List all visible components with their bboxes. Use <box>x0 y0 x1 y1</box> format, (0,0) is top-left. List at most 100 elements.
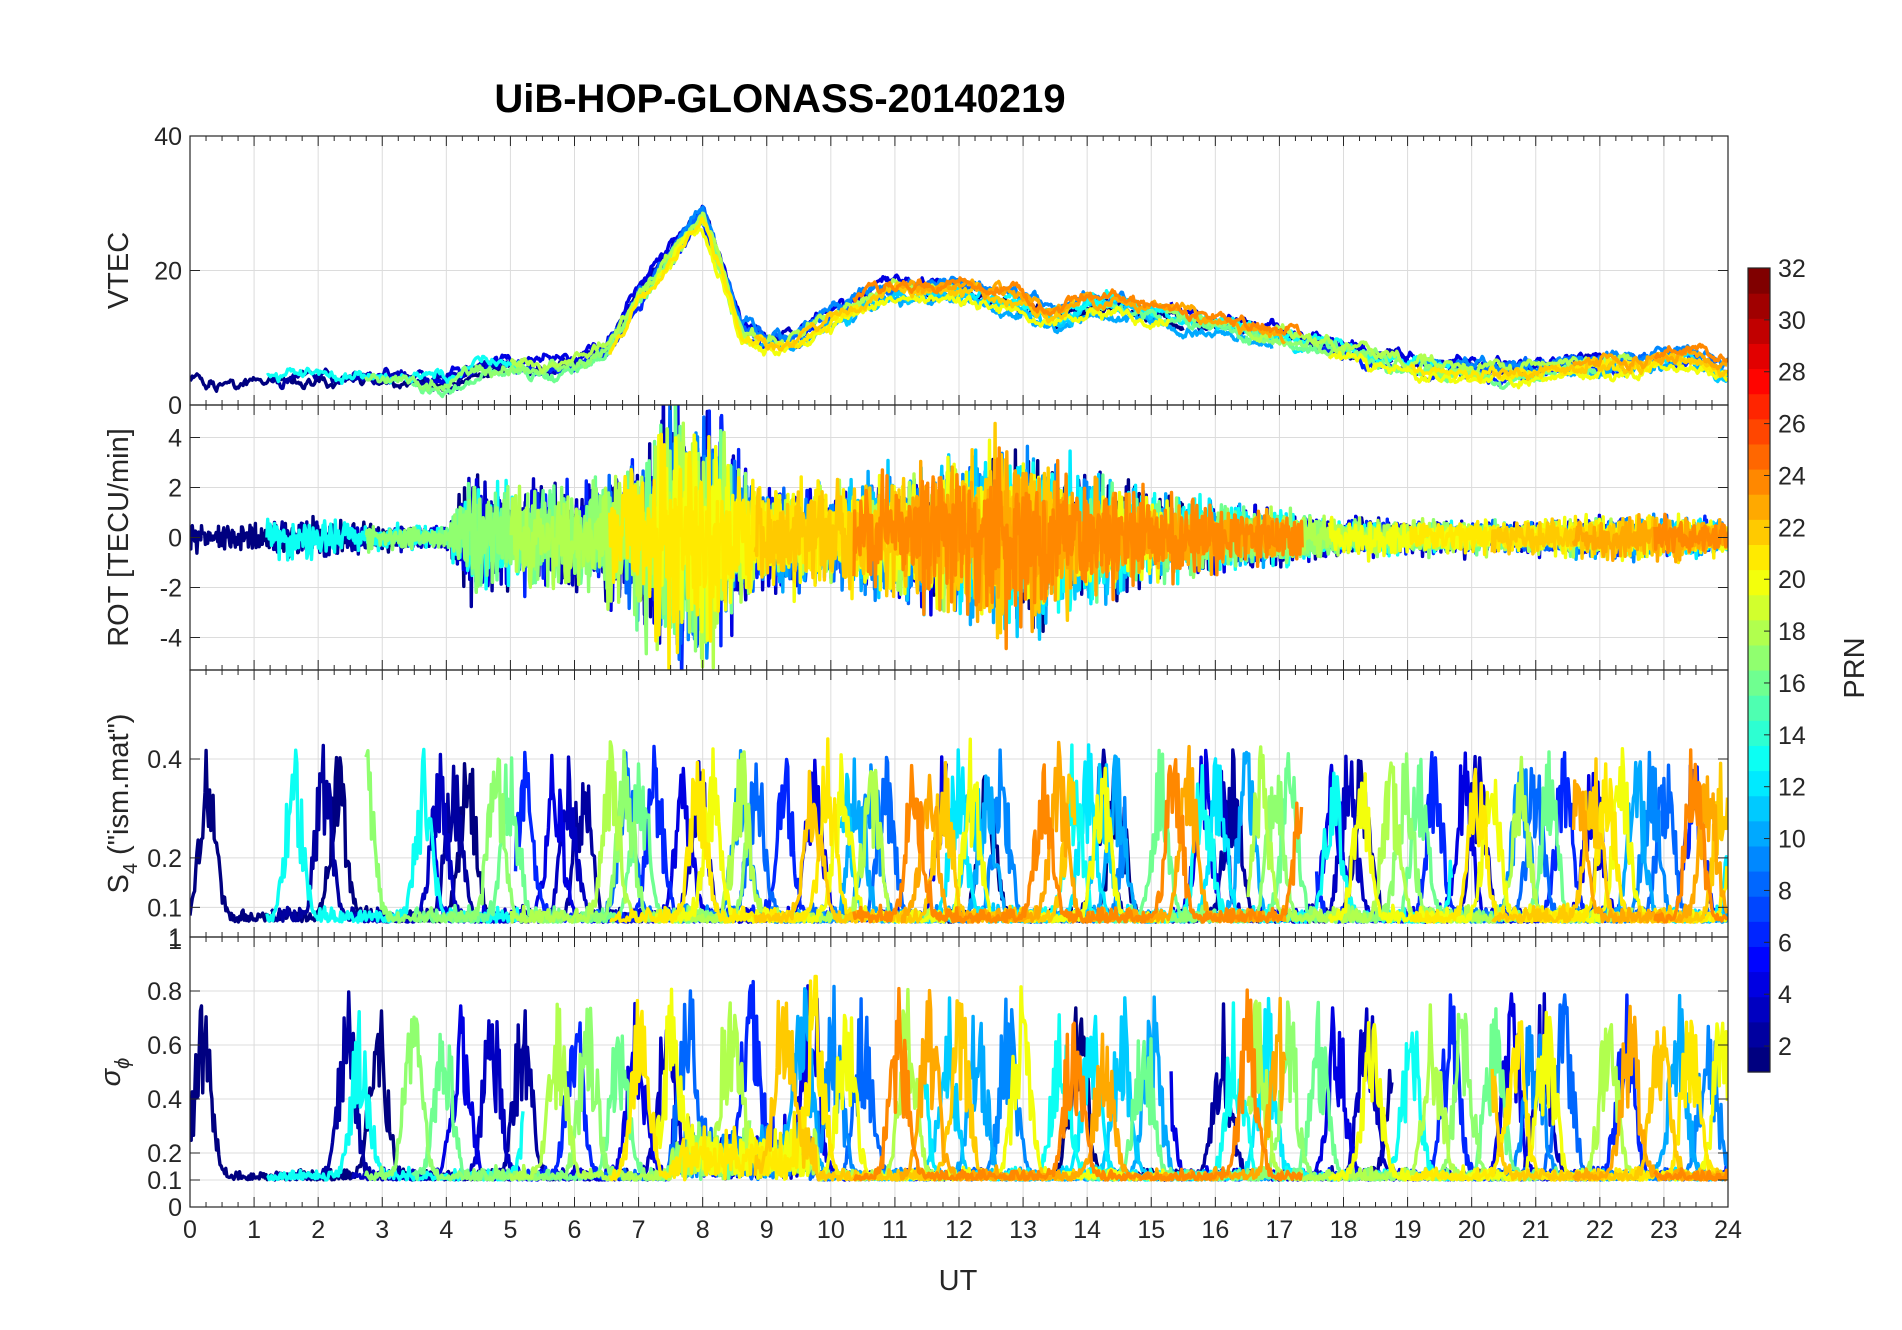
x-tick-label: 21 <box>1522 1216 1550 1244</box>
series-prn-2-pass-1 <box>269 743 658 924</box>
y-tick-label: 0.1 <box>147 894 182 922</box>
y-tick-label: 0.4 <box>147 746 182 774</box>
colorbar-tick-label: 4 <box>1778 981 1792 1009</box>
colorbar-segment <box>1748 494 1770 520</box>
colorbar-segment <box>1748 393 1770 420</box>
series-prn-20-pass-1 <box>1327 350 1728 390</box>
colorbar-segment <box>1748 594 1770 621</box>
x-tick-label: 24 <box>1714 1216 1742 1244</box>
x-tick-label: 22 <box>1586 1216 1614 1244</box>
chart-title: UiB-HOP-GLONASS-20140219 <box>494 77 1065 121</box>
panel-vtec: 0 20 40 VTEC <box>103 123 1729 420</box>
colorbar-segment <box>1748 745 1770 772</box>
x-tick-label: 14 <box>1073 1216 1101 1244</box>
x-tick-label: 9 <box>760 1216 774 1244</box>
y-tick-label: 0.2 <box>147 845 182 873</box>
series-prn-24-pass-1 <box>1653 342 1728 364</box>
y-axis-label: S4 ("ism.mat") <box>103 714 142 894</box>
x-axis-label: UT <box>939 1265 978 1297</box>
series-prn-22-pass-1 <box>1491 351 1728 382</box>
x-tick-label: 20 <box>1458 1216 1486 1244</box>
colorbar-segment <box>1748 695 1770 721</box>
y-tick-label: 4 <box>168 425 182 453</box>
colorbar-segment <box>1748 1021 1770 1048</box>
series-prn-24-pass-2 <box>852 446 1304 651</box>
series-prn-23-pass-1 <box>1571 775 1728 924</box>
colorbar-segment <box>1748 318 1770 344</box>
colorbar-tick-label: 10 <box>1778 826 1806 854</box>
overlap-tick-label: 1 <box>168 927 182 955</box>
colorbar-segment <box>1748 644 1770 671</box>
panel-s4: 0.1 0.2 0.4S4 ("ism.mat") <box>103 669 1729 938</box>
colorbar-tick-label: 6 <box>1778 929 1792 957</box>
series-prn-24-pass-2 <box>852 276 1303 337</box>
y-tick-label: 0 <box>168 392 182 420</box>
series-prn-23-pass-2 <box>899 278 1287 345</box>
series-group <box>190 974 1728 1182</box>
y-tick-label: 2 <box>168 475 182 503</box>
series-prn-18-pass-1 <box>1246 323 1634 376</box>
colorbar-tick-label: 12 <box>1778 774 1806 802</box>
panel-rot: -4 -2 0 2 4 ROT [TECU/min] <box>103 404 1729 671</box>
colorbar-segment <box>1748 443 1770 470</box>
colorbar-tick-label: 30 <box>1778 307 1806 335</box>
x-axis: 0 1 2 3 4 5 6 7 8 9 10 11 12 13 14 15 16 17 18 19 20 21 22 23 24 <box>183 1216 1742 1244</box>
colorbar-label: PRN <box>1839 637 1871 698</box>
colorbar-segment <box>1748 946 1770 973</box>
x-tick-label: 3 <box>375 1216 389 1244</box>
x-tick-label: 6 <box>568 1216 582 1244</box>
x-tick-label: 18 <box>1330 1216 1358 1244</box>
colorbar-segment <box>1748 343 1770 370</box>
colorbar-segment <box>1748 293 1770 319</box>
colorbar-tick-label: 20 <box>1778 566 1806 594</box>
colorbar-tick-label: 26 <box>1778 411 1806 439</box>
colorbar-tick-label: 2 <box>1778 1033 1792 1061</box>
x-tick-label: 7 <box>632 1216 646 1244</box>
x-tick-label: 15 <box>1137 1216 1165 1244</box>
colorbar-tick-label: 24 <box>1778 462 1806 490</box>
colorbar-segment <box>1748 569 1770 596</box>
series-prn-24-pass-2 <box>852 758 1304 924</box>
series-prn-24-pass-1 <box>1653 1167 1728 1182</box>
colorbar-segment <box>1748 670 1770 696</box>
series-prn-22-pass-2 <box>753 281 1076 352</box>
x-tick-label: 8 <box>696 1216 710 1244</box>
colorbar-segment <box>1748 519 1770 545</box>
y-tick-label: 1 <box>168 924 182 952</box>
series-prn-24-pass-1 <box>1653 748 1728 924</box>
colorbar-segment <box>1748 971 1770 998</box>
colorbar-tick-label: 32 <box>1778 255 1806 283</box>
y-axis-label: σϕ <box>95 1058 134 1087</box>
colorbar-segment <box>1748 795 1770 822</box>
series-prn-1-pass-1 <box>190 748 511 924</box>
y-tick-label: 0 <box>168 1194 182 1222</box>
x-tick-label: 10 <box>817 1216 845 1244</box>
colorbar-segment <box>1748 720 1770 746</box>
x-tick-label: 16 <box>1201 1216 1229 1244</box>
series-group <box>190 405 1728 670</box>
x-tick-label: 23 <box>1650 1216 1678 1244</box>
y-tick-label: -2 <box>160 575 182 603</box>
series-group <box>190 204 1728 399</box>
y-tick-label: 0 <box>168 525 182 553</box>
colorbar-segment <box>1748 996 1770 1023</box>
x-tick-label: 1 <box>247 1216 261 1244</box>
series-prn-24-pass-1 <box>1653 512 1728 554</box>
x-tick-label: 17 <box>1266 1216 1294 1244</box>
x-tick-label: 12 <box>945 1216 973 1244</box>
y-tick-label: 40 <box>154 123 182 151</box>
colorbar-segment <box>1748 469 1770 495</box>
colorbar-segment <box>1748 921 1770 947</box>
x-tick-label: 4 <box>439 1216 453 1244</box>
y-tick-label: 20 <box>154 258 182 286</box>
series-prn-21-pass-2 <box>609 737 868 924</box>
x-tick-label: 13 <box>1009 1216 1037 1244</box>
colorbar-segment <box>1748 368 1770 395</box>
y-tick-label: -4 <box>160 625 182 653</box>
y-axis-label: VTEC <box>103 232 135 309</box>
x-tick-label: 11 <box>882 1216 908 1244</box>
series-prn-24-pass-2 <box>852 986 1304 1182</box>
